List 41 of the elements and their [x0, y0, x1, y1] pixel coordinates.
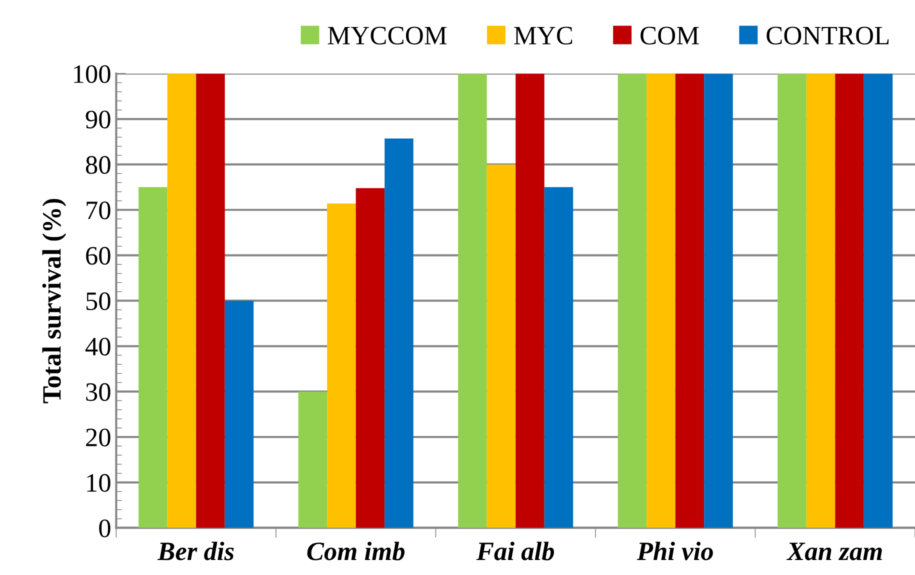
bar [864, 74, 893, 528]
bar [167, 74, 196, 528]
bar [138, 187, 168, 528]
bar [458, 74, 487, 528]
y-tick-label: 70 [86, 201, 110, 220]
y-tick-label: 100 [74, 65, 110, 84]
bar [835, 74, 864, 528]
bar [486, 164, 516, 528]
legend-label: MYC [514, 26, 572, 44]
x-tick-label: Phi vio [636, 542, 713, 560]
bar [327, 204, 356, 528]
x-tick-label: Xan zam [786, 542, 882, 560]
bar [516, 74, 544, 528]
y-tick-label: 60 [86, 246, 110, 265]
bar [196, 74, 225, 528]
y-tick-label: 20 [86, 428, 110, 446]
bar [675, 74, 704, 528]
legend-label: COM [640, 26, 699, 44]
x-tick-label: Ber dis [157, 542, 234, 560]
bar [384, 138, 414, 528]
y-tick-label: 50 [86, 292, 110, 310]
y-tick-label: 90 [86, 110, 110, 128]
bar [298, 392, 328, 528]
y-tick-label: 80 [86, 156, 110, 174]
y-tick-label: 0 [99, 519, 110, 538]
bar [646, 74, 676, 528]
bar [356, 188, 385, 528]
legend-label: MYCCOM [328, 26, 447, 44]
y-tick-label: 30 [86, 383, 110, 401]
x-tick-label: Fai alb [476, 542, 554, 560]
legend-label: CONTROL [766, 26, 889, 44]
bar [704, 74, 733, 528]
y-tick-label: 40 [85, 338, 110, 356]
bar [806, 74, 836, 528]
y-axis-title: Total survival (%) [42, 199, 66, 404]
x-tick-label: Com imb [307, 542, 405, 560]
bar [544, 187, 574, 528]
bar [224, 300, 254, 528]
y-tick-label: 10 [87, 474, 110, 492]
bar [778, 74, 806, 528]
bar [618, 74, 647, 528]
